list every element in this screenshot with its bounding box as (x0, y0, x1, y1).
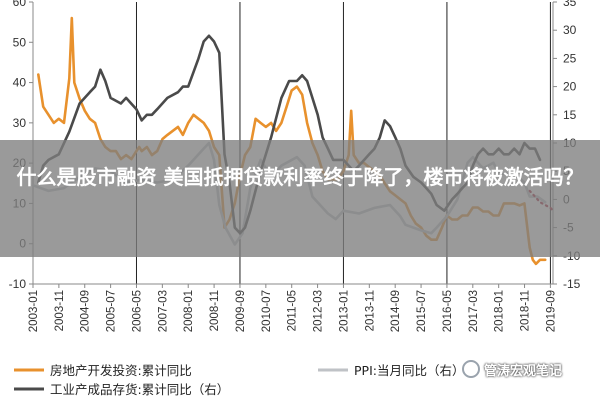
x-tick-label-19: 2018-11 (520, 290, 532, 331)
legend-label-2: 工业产成品存货:累计同比（右） (50, 382, 229, 397)
x-tick-label-13: 2013-11 (364, 290, 376, 331)
x-tick-label-2: 2004-09 (80, 290, 92, 332)
watermark: 管涛宏观笔记 (458, 358, 598, 382)
title-overlay-banner: 什么是股市融资 美国抵押贷款利率终于降了，楼市将被激活吗？ (0, 140, 600, 257)
x-tick-label-4: 2006-05 (131, 290, 143, 332)
x-axis-ticks: 2003-01 2003-11 2004-09 2005-07 2006-05 2007-… (28, 284, 557, 332)
x-tick-label-20: 2019-09 (545, 290, 557, 332)
watermark-text: 管涛宏观笔记 (484, 364, 563, 379)
left-tick-label-7: 60 (13, 0, 27, 9)
x-tick-label-17: 2017-03 (468, 290, 480, 332)
x-tick-label-14: 2014-09 (390, 290, 402, 332)
legend: 房地产开发投资:累计同比 PPI:当月同比（右） 工业产成品存货:累计同比（右） (14, 363, 464, 397)
left-tick-label-5: 40 (13, 76, 27, 90)
legend-label-0: 房地产开发投资:累计同比 (50, 363, 192, 378)
right-tick-label-7: 20 (563, 80, 577, 94)
x-tick-label-12: 2013-01 (338, 290, 350, 332)
x-tick-label-8: 2009-09 (235, 290, 247, 332)
overlay-title: 什么是股市融资 美国抵押贷款利率终于降了，楼市将被激活吗？ (16, 165, 584, 189)
x-tick-label-9: 2010-07 (261, 290, 273, 332)
x-tick-label-16: 2016-05 (442, 290, 454, 332)
right-tick-label-10: 35 (563, 0, 577, 9)
x-tick-label-18: 2018-01 (494, 290, 506, 332)
x-tick-label-3: 2005-07 (106, 290, 118, 332)
x-tick-label-5: 2007-03 (157, 290, 169, 332)
legend-label-1: PPI:当月同比（右） (354, 363, 464, 378)
right-tick-label-0: -15 (563, 277, 581, 291)
x-tick-label-10: 2011-05 (287, 290, 299, 331)
left-tick-label-0: -10 (9, 277, 27, 291)
x-tick-label-6: 2008-01 (183, 290, 195, 332)
right-tick-label-8: 25 (563, 51, 577, 65)
x-tick-label-1: 2003-11 (54, 290, 66, 331)
wechat-account-icon (462, 360, 480, 378)
x-tick-label-15: 2015-07 (416, 290, 428, 332)
x-tick-label-11: 2012-03 (313, 290, 325, 332)
x-tick-label-7: 2008-11 (209, 290, 221, 331)
left-tick-label-4: 30 (13, 116, 27, 130)
right-tick-label-9: 30 (563, 23, 577, 37)
left-tick-label-6: 50 (13, 35, 27, 49)
right-tick-label-6: 15 (563, 108, 577, 122)
x-tick-label-0: 2003-01 (28, 290, 40, 332)
